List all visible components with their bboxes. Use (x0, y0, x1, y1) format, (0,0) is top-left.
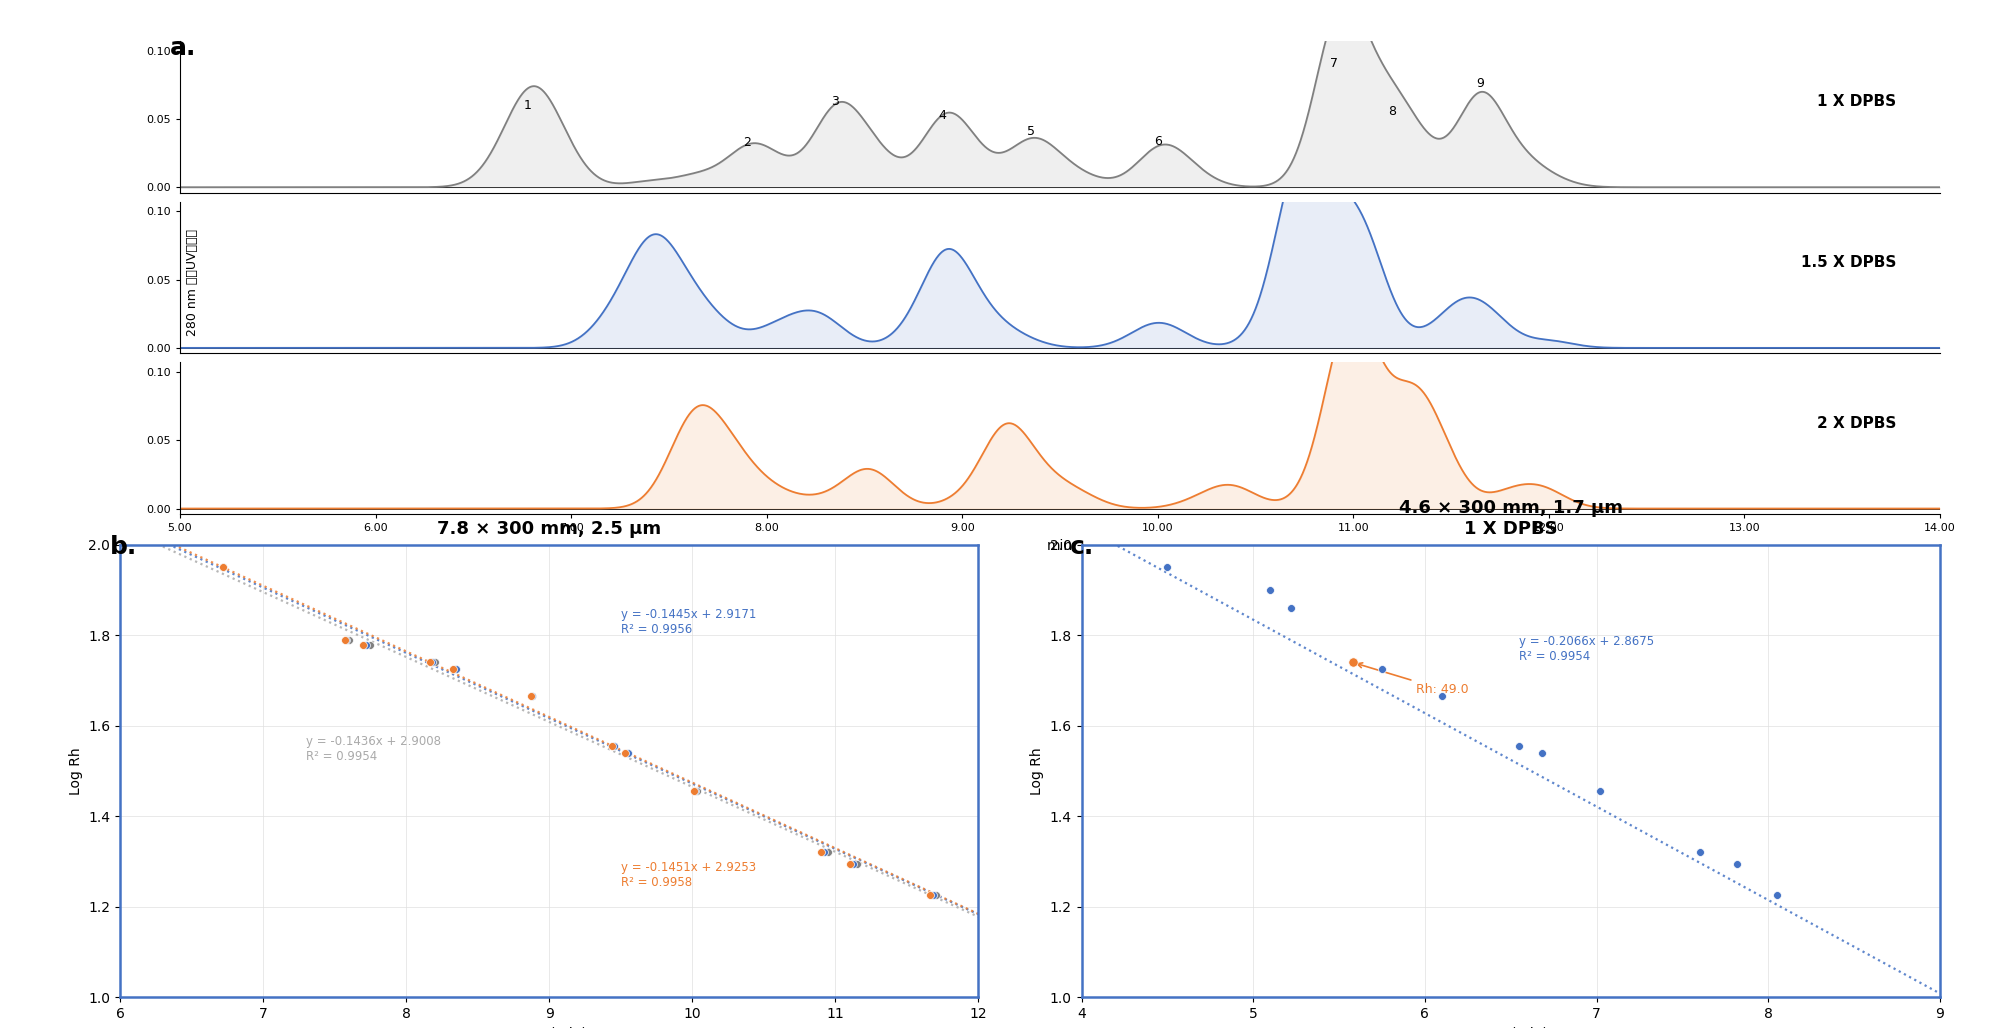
1.5 X DPBS (350, 637, 382, 654)
2 X DPBS (678, 783, 710, 800)
X-axis label: 保留时间 (min): 保留时间 (min) (1474, 1026, 1548, 1028)
Point (1426, 688, 1458, 704)
2 X DPBS (438, 661, 470, 677)
Text: 6: 6 (1154, 135, 1162, 148)
2 X DPBS (414, 654, 446, 670)
1.5 X DPBS (440, 661, 472, 677)
Title: 4.6 × 300 mm, 1.7 μm
1 X DPBS: 4.6 × 300 mm, 1.7 μm 1 X DPBS (1398, 499, 1622, 538)
Point (1504, 738, 1536, 755)
Point (1760, 887, 1792, 904)
1 X DPBS (680, 783, 712, 800)
1.5 X DPBS (836, 855, 868, 872)
Text: 8: 8 (1388, 105, 1396, 117)
1 X DPBS (920, 887, 952, 904)
Point (1274, 600, 1306, 617)
Point (1584, 783, 1616, 800)
1 X DPBS (612, 744, 644, 761)
Text: 3: 3 (832, 95, 840, 108)
X-axis label: 保留时间 (min): 保留时间 (min) (512, 1026, 586, 1028)
Text: 2 X DPBS: 2 X DPBS (1816, 415, 1896, 431)
1 X DPBS (354, 637, 386, 654)
1.5 X DPBS (516, 688, 548, 704)
2 X DPBS (806, 844, 838, 860)
Text: y = -0.1451x + 2.9253
R² = 0.9958: y = -0.1451x + 2.9253 R² = 0.9958 (620, 861, 756, 889)
Text: y = -0.2066x + 2.8675
R² = 0.9954: y = -0.2066x + 2.8675 R² = 0.9954 (1520, 635, 1654, 663)
1 X DPBS (208, 558, 240, 575)
Y-axis label: Log Rh: Log Rh (1030, 747, 1044, 795)
Text: 4: 4 (938, 109, 946, 121)
2 X DPBS (208, 558, 240, 575)
Point (1336, 654, 1368, 670)
1 X DPBS (516, 688, 548, 704)
1.5 X DPBS (416, 654, 448, 670)
2 X DPBS (914, 887, 946, 904)
1 X DPBS (840, 855, 872, 872)
1.5 X DPBS (598, 738, 630, 755)
2 X DPBS (348, 637, 380, 654)
Text: 1: 1 (524, 99, 532, 112)
X-axis label: min: min (1046, 539, 1074, 553)
2 X DPBS (328, 631, 360, 648)
Point (1152, 558, 1184, 575)
Y-axis label: Log Rh: Log Rh (68, 747, 82, 795)
Point (1722, 855, 1754, 872)
1.5 X DPBS (808, 844, 840, 860)
Text: 7: 7 (1330, 57, 1338, 70)
Text: 9: 9 (1476, 77, 1484, 90)
2 X DPBS (514, 688, 546, 704)
Text: a.: a. (170, 36, 196, 60)
1.5 X DPBS (612, 744, 644, 761)
1 X DPBS (598, 738, 630, 755)
1 X DPBS (812, 844, 844, 860)
Text: c.: c. (1070, 535, 1094, 558)
1 X DPBS (332, 631, 364, 648)
Point (1684, 844, 1716, 860)
Point (1526, 744, 1558, 761)
1 X DPBS (440, 661, 472, 677)
2 X DPBS (610, 744, 642, 761)
1.5 X DPBS (208, 558, 240, 575)
Text: b.: b. (110, 535, 138, 558)
Point (1366, 661, 1398, 677)
Text: 2: 2 (744, 136, 752, 149)
Text: 280 nm 下的UV吸光度: 280 nm 下的UV吸光度 (186, 229, 198, 336)
Title: 7.8 × 300 mm, 2.5 μm: 7.8 × 300 mm, 2.5 μm (438, 520, 662, 538)
Text: 5: 5 (1026, 125, 1034, 138)
2 X DPBS (834, 855, 866, 872)
Text: y = -0.1436x + 2.9008
R² = 0.9954: y = -0.1436x + 2.9008 R² = 0.9954 (306, 735, 442, 763)
Text: y = -0.1445x + 2.9171
R² = 0.9956: y = -0.1445x + 2.9171 R² = 0.9956 (620, 609, 756, 636)
1.5 X DPBS (330, 631, 362, 648)
Text: 1 X DPBS: 1 X DPBS (1816, 95, 1896, 109)
Text: Rh: 49.0: Rh: 49.0 (1358, 663, 1468, 696)
1.5 X DPBS (916, 887, 948, 904)
1 X DPBS (418, 654, 450, 670)
Text: 1.5 X DPBS: 1.5 X DPBS (1800, 255, 1896, 270)
1.5 X DPBS (680, 783, 712, 800)
Point (1254, 582, 1286, 598)
2 X DPBS (596, 738, 628, 755)
